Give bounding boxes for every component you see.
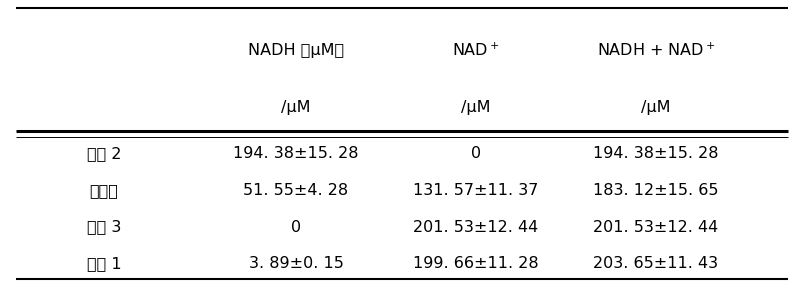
Text: 199. 66±11. 28: 199. 66±11. 28 [413, 256, 539, 271]
Text: /μM: /μM [462, 100, 490, 115]
Text: 实验组: 实验组 [90, 183, 118, 198]
Text: 51. 55±4. 28: 51. 55±4. 28 [243, 183, 349, 198]
Text: /μM: /μM [282, 100, 310, 115]
Text: 194. 38±15. 28: 194. 38±15. 28 [234, 146, 358, 161]
Text: 对照 3: 对照 3 [87, 219, 121, 235]
Text: 0: 0 [471, 146, 481, 161]
Text: 201. 53±12. 44: 201. 53±12. 44 [414, 219, 538, 235]
Text: NADH （μM）: NADH （μM） [248, 43, 344, 58]
Text: NADH + NAD$^+$: NADH + NAD$^+$ [597, 42, 715, 60]
Text: 201. 53±12. 44: 201. 53±12. 44 [594, 219, 718, 235]
Text: 194. 38±15. 28: 194. 38±15. 28 [594, 146, 718, 161]
Text: 对照 1: 对照 1 [86, 256, 122, 271]
Text: 对照 2: 对照 2 [86, 146, 122, 161]
Text: 203. 65±11. 43: 203. 65±11. 43 [594, 256, 718, 271]
Text: 183. 12±15. 65: 183. 12±15. 65 [594, 183, 718, 198]
Text: 131. 57±11. 37: 131. 57±11. 37 [414, 183, 538, 198]
Text: NAD$^+$: NAD$^+$ [452, 42, 500, 60]
Text: 0: 0 [291, 219, 301, 235]
Text: 3. 89±0. 15: 3. 89±0. 15 [249, 256, 343, 271]
Text: /μM: /μM [642, 100, 670, 115]
